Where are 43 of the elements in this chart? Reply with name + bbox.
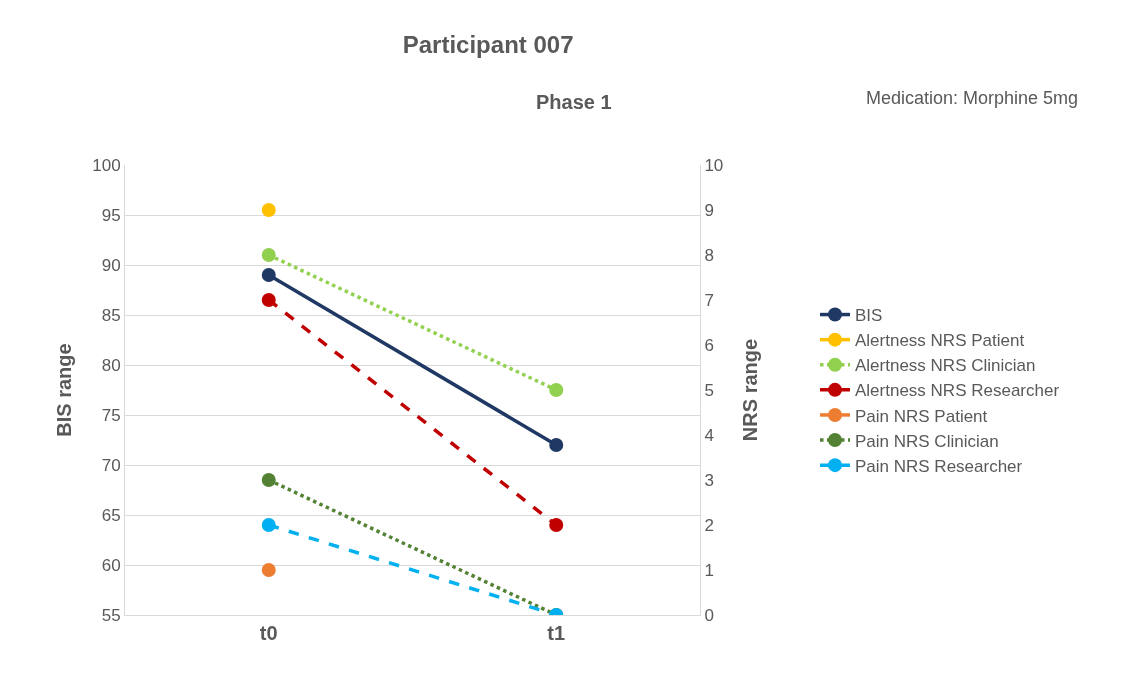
- chart-subtitle: Phase 1: [536, 91, 612, 113]
- y2-tick-label: 2: [704, 515, 714, 535]
- legend-label: Alertness NRS Researcher: [855, 381, 1060, 401]
- point: [261, 518, 276, 532]
- y2-tick-label: 10: [704, 155, 724, 175]
- point: [261, 563, 276, 577]
- legend-label: Pain NRS Researcher: [855, 456, 1023, 476]
- point: [261, 203, 276, 217]
- point: [261, 293, 276, 307]
- y2-tick-label: 6: [704, 335, 714, 355]
- y-tick-label: 70: [101, 455, 121, 475]
- point: [549, 383, 564, 397]
- point: [549, 518, 564, 532]
- legend-label: BIS: [855, 306, 883, 326]
- legend-label: Alertness NRS Patient: [855, 331, 1025, 351]
- y2-tick-label: 9: [704, 200, 714, 220]
- y-tick-label: 90: [101, 255, 121, 275]
- y2-tick-label: 8: [704, 245, 714, 265]
- y-axis-title: BIS range: [52, 343, 75, 437]
- y-tick-label: 55: [101, 605, 121, 625]
- y-tick-label: 75: [101, 405, 121, 425]
- y-tick-label: 100: [92, 155, 121, 175]
- x-tick-label: t1: [547, 622, 566, 644]
- chart-title: Participant 007: [402, 31, 574, 59]
- y2-tick-label: 5: [704, 380, 714, 400]
- legend-label: Pain NRS Patient: [855, 406, 988, 426]
- text: Medication: Morphine 5mg: [866, 88, 1079, 108]
- y2-tick-label: 7: [704, 290, 714, 310]
- y-tick-label: 60: [101, 555, 121, 575]
- legend-label: Alertness NRS Clinician: [855, 356, 1036, 376]
- point: [261, 473, 276, 487]
- y2-tick-label: 0: [704, 605, 714, 625]
- y-tick-label: 65: [101, 505, 121, 525]
- y2-tick-label: 4: [704, 425, 714, 445]
- y2-tick-label: 3: [704, 470, 714, 490]
- y2-tick-label: 1: [704, 560, 714, 580]
- legend-label: Pain NRS Clinician: [855, 431, 999, 451]
- y-tick-label: 85: [101, 305, 121, 325]
- y-tick-label: 80: [101, 355, 121, 375]
- y2-axis-title: NRS range: [738, 338, 761, 442]
- point: [261, 248, 276, 262]
- x-tick-label: t0: [259, 622, 278, 644]
- y-tick-label: 95: [101, 205, 121, 225]
